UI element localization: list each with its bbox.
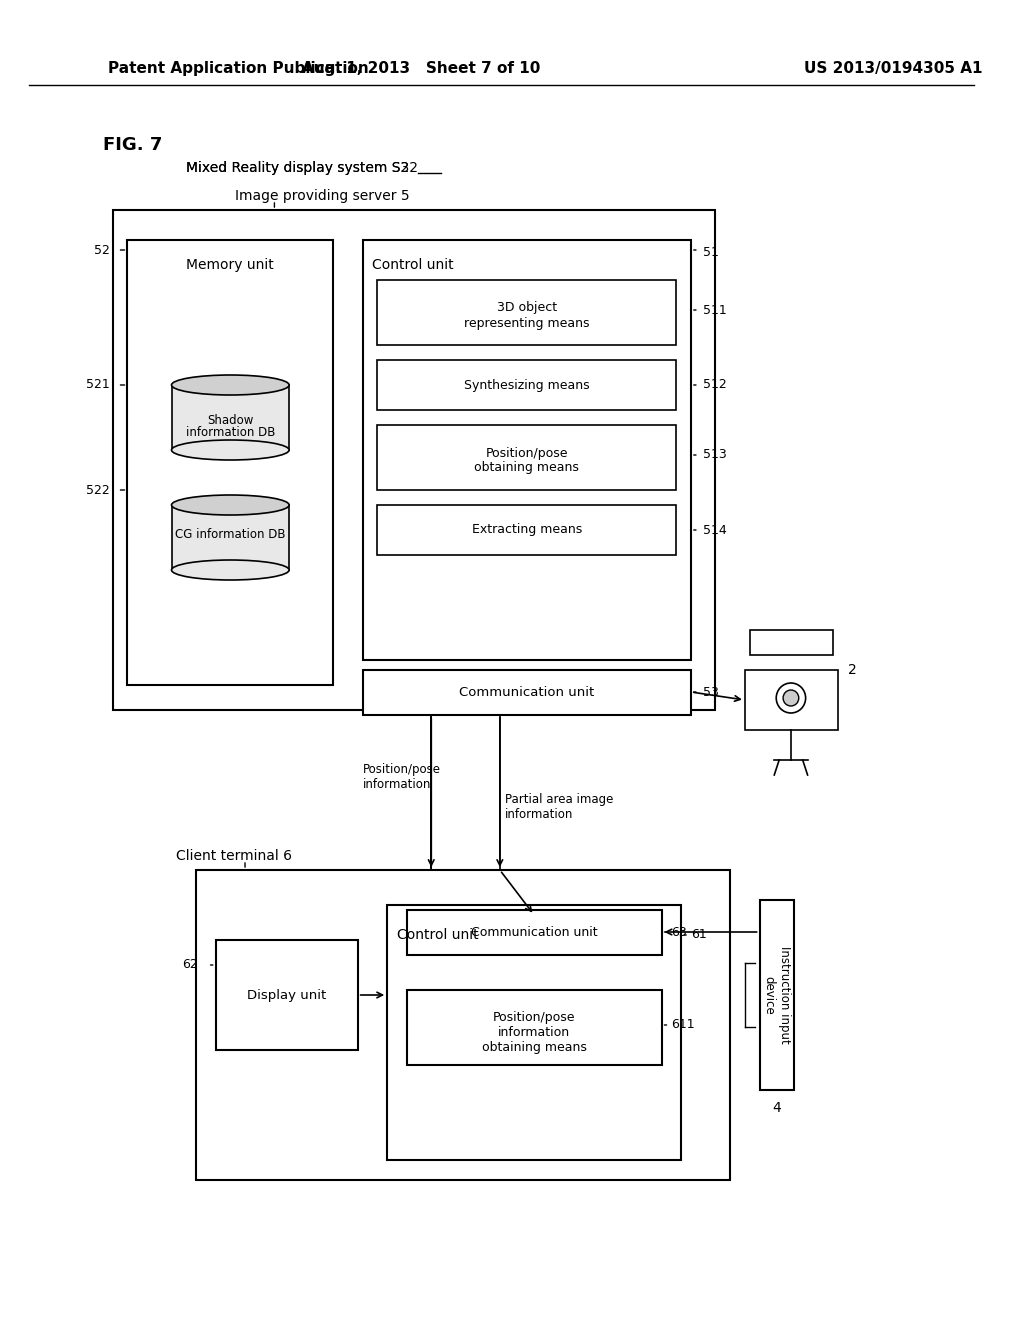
Circle shape: [783, 690, 799, 706]
Text: CG information DB: CG information DB: [175, 528, 286, 541]
Text: Mixed Reality display system S2: Mixed Reality display system S2: [186, 161, 410, 176]
Text: 62: 62: [182, 958, 198, 972]
Text: obtaining means: obtaining means: [474, 462, 580, 474]
Text: Image providing server 5: Image providing server 5: [236, 189, 410, 203]
Text: Position/pose: Position/pose: [362, 763, 440, 776]
Text: 611: 611: [672, 1019, 695, 1031]
Text: 512: 512: [702, 379, 726, 392]
FancyBboxPatch shape: [377, 280, 676, 345]
Text: Partial area image: Partial area image: [505, 793, 613, 807]
Text: Mixed Reality display system S32: Mixed Reality display system S32: [186, 161, 418, 176]
Ellipse shape: [171, 440, 289, 459]
Text: 52: 52: [94, 243, 110, 256]
Text: Client terminal 6: Client terminal 6: [176, 849, 293, 863]
Text: Communication unit: Communication unit: [459, 685, 594, 698]
FancyBboxPatch shape: [744, 671, 838, 730]
FancyBboxPatch shape: [750, 630, 834, 655]
FancyBboxPatch shape: [127, 240, 333, 685]
Ellipse shape: [171, 375, 289, 395]
Bar: [171, 506, 289, 570]
Text: Control unit: Control unit: [397, 928, 478, 942]
Text: Communication unit: Communication unit: [471, 925, 597, 939]
FancyBboxPatch shape: [407, 909, 662, 954]
FancyBboxPatch shape: [377, 425, 676, 490]
Text: FIG. 7: FIG. 7: [102, 136, 162, 154]
Text: 51: 51: [702, 247, 719, 260]
Text: 4: 4: [772, 1101, 781, 1115]
Ellipse shape: [171, 560, 289, 579]
Text: information DB: information DB: [185, 426, 275, 440]
Text: representing means: representing means: [464, 317, 590, 330]
Text: 522: 522: [86, 483, 110, 496]
FancyBboxPatch shape: [113, 210, 716, 710]
FancyBboxPatch shape: [196, 870, 730, 1180]
FancyBboxPatch shape: [216, 940, 357, 1049]
FancyBboxPatch shape: [377, 506, 676, 554]
FancyBboxPatch shape: [377, 360, 676, 411]
Text: 3D object: 3D object: [497, 301, 557, 314]
FancyBboxPatch shape: [407, 990, 662, 1065]
Text: Aug. 1, 2013   Sheet 7 of 10: Aug. 1, 2013 Sheet 7 of 10: [302, 61, 541, 75]
Ellipse shape: [171, 495, 289, 515]
Text: Patent Application Publication: Patent Application Publication: [108, 61, 369, 75]
Text: information: information: [362, 779, 431, 792]
Text: Shadow: Shadow: [207, 413, 254, 426]
FancyBboxPatch shape: [362, 240, 691, 660]
Text: 63: 63: [672, 925, 687, 939]
Text: Display unit: Display unit: [247, 989, 327, 1002]
Text: Control unit: Control unit: [373, 257, 454, 272]
Text: 511: 511: [702, 304, 726, 317]
FancyBboxPatch shape: [362, 671, 691, 715]
Text: Memory unit: Memory unit: [186, 257, 274, 272]
Circle shape: [776, 682, 806, 713]
Text: information: information: [498, 1027, 570, 1040]
Text: Position/pose: Position/pose: [485, 446, 568, 459]
Text: obtaining means: obtaining means: [481, 1041, 587, 1055]
Text: Extracting means: Extracting means: [472, 524, 582, 536]
Text: 513: 513: [702, 449, 726, 462]
Text: Position/pose: Position/pose: [493, 1011, 575, 1024]
FancyBboxPatch shape: [760, 900, 794, 1090]
Bar: [171, 385, 289, 450]
Text: 521: 521: [86, 379, 110, 392]
Text: Synthesizing means: Synthesizing means: [464, 379, 590, 392]
Text: information: information: [505, 808, 573, 821]
Text: 53: 53: [702, 685, 719, 698]
Text: 2: 2: [848, 663, 856, 677]
Text: 61: 61: [691, 928, 707, 941]
FancyBboxPatch shape: [387, 906, 681, 1160]
Text: 514: 514: [702, 524, 726, 536]
Text: Instruction input
device: Instruction input device: [763, 946, 791, 1044]
Text: US 2013/0194305 A1: US 2013/0194305 A1: [804, 61, 982, 75]
